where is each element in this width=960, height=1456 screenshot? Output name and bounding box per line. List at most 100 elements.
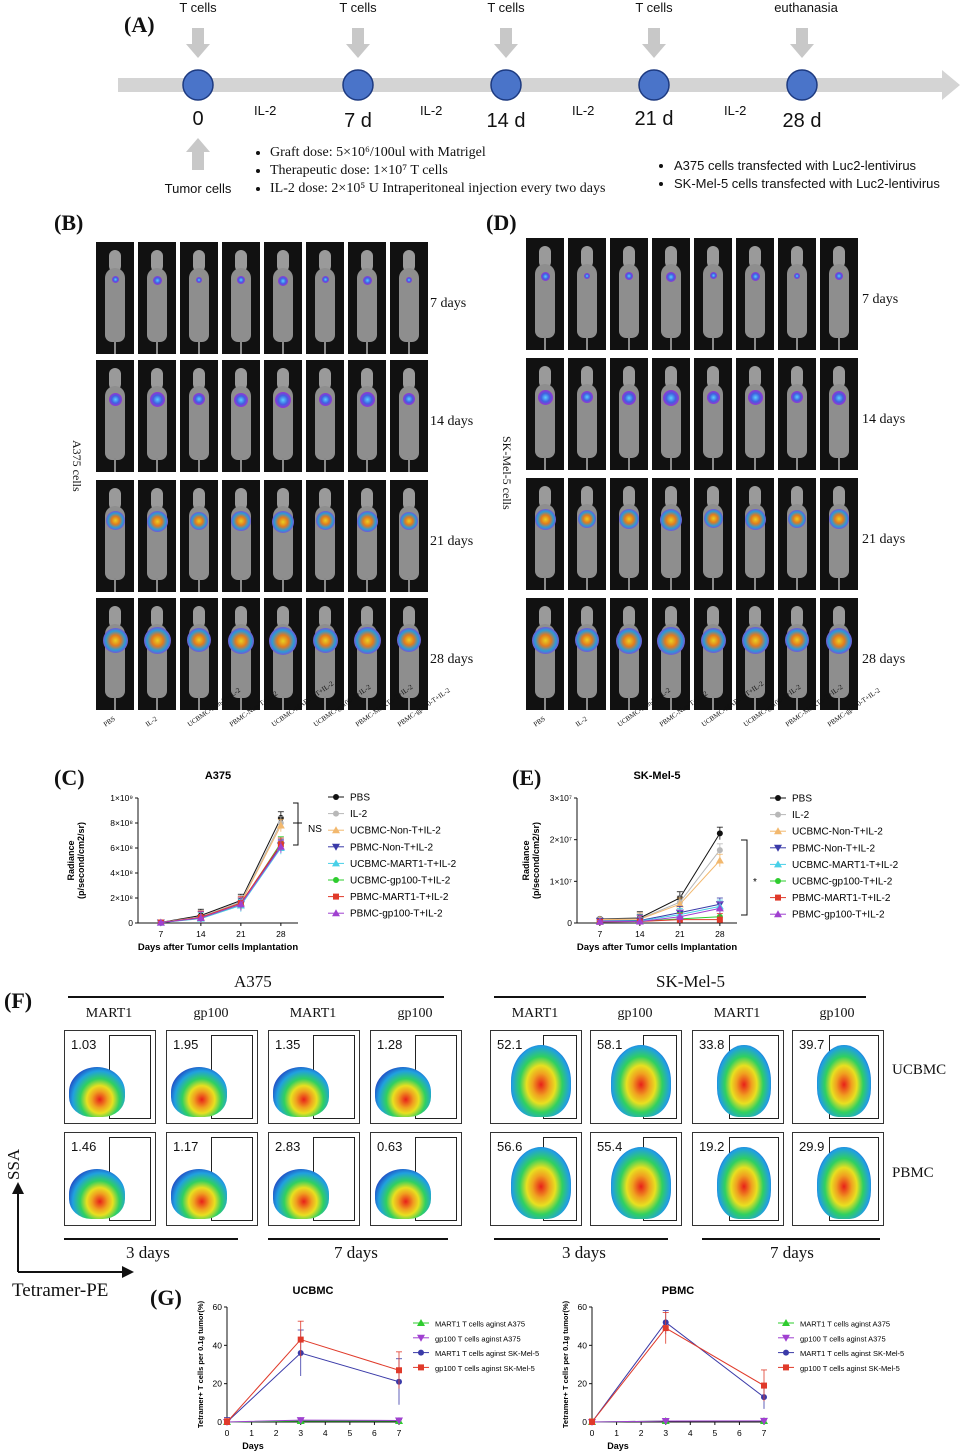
mouse-image [652, 358, 690, 470]
chart-pbmc-tetramer: PBMC 0 20 40 60 0 1 2 3 4 5 6 7 Days Tetramer+ T cells… [561, 1285, 904, 1451]
imaging-group-labels: PBS IL-2 UCBMC-Non-T+IL-2 PBMC-Non-T+IL-2 UC… [532, 680, 882, 752]
x-tick-label: 0 [590, 1428, 595, 1438]
mouse-image [180, 598, 218, 710]
y-tick-label: 40 [213, 1340, 223, 1350]
il2-label-3: IL-2 [572, 103, 595, 118]
skmel5-cells-label: SK-Mel-5 cells [500, 436, 514, 510]
data-point [662, 1325, 669, 1332]
flow-density-blob [611, 1147, 671, 1219]
x-tick-label: 2 [274, 1428, 279, 1438]
mouse-image [568, 238, 606, 350]
chart-title: A375 [205, 770, 231, 782]
imaging-row [96, 598, 428, 710]
mouse-image [306, 480, 344, 592]
flow-column-head: MART1 [289, 1006, 337, 1021]
mouse-image [694, 598, 732, 710]
flow-skmel5-underline [494, 996, 866, 998]
y-tick-label: 60 [578, 1302, 588, 1312]
series-line [599, 833, 721, 920]
data-point [276, 821, 285, 829]
data-point [595, 917, 604, 925]
mouse-image [96, 242, 134, 354]
y-axis-label: Radiance(p/second/cm2/sr) [66, 822, 86, 899]
data-point [332, 909, 340, 917]
panel-d-label: (D) [486, 210, 517, 235]
x-tick-label: 2 [639, 1428, 644, 1438]
imaging-day-label: 28 days [862, 652, 906, 667]
mouse-image [778, 358, 816, 470]
mouse-image [736, 358, 774, 470]
y-axis-label: Tetramer+ T cells per 0.1g tumor(%) [196, 1300, 205, 1428]
flow-percentage: 19.2 [699, 1139, 725, 1154]
imaging-row [96, 360, 428, 472]
legend-label: UCBMC-gp100-T+IL-2 [350, 876, 451, 887]
x-tick-label: 21 [675, 929, 685, 939]
legend-label: PBMC-gp100-T+IL-2 [350, 909, 443, 920]
data-point [716, 847, 723, 854]
flow-percentage: 58.1 [597, 1037, 623, 1052]
dose-bullets: Graft dose: 5×10⁶/100ul with Matrigel Th… [248, 144, 605, 198]
data-point [782, 1319, 790, 1326]
y-tick-label: 8×10⁸ [110, 818, 133, 828]
mouse-image [222, 598, 260, 710]
flow-bottom-line-3 [494, 1238, 668, 1240]
flow-bottom-line-2 [268, 1238, 448, 1240]
imaging-day-label: 21 days [430, 534, 474, 549]
imaging-group-labels: PBS IL-2 UCBMC-Non-T+IL-2 PBMC-Non-T+IL-2 UC… [102, 680, 452, 752]
mouse-image [390, 360, 428, 472]
y-axis-label: Radiance(p/second/cm2/sr) [521, 822, 541, 899]
data-point [196, 914, 205, 921]
flow-x-axis-label: Tetramer-PE [12, 1280, 109, 1301]
legend-label: PBMC-Non-T+IL-2 [792, 843, 876, 854]
y-tick-label: 0 [128, 918, 133, 928]
data-point [760, 1417, 768, 1425]
flow-column-head: gp100 [397, 1006, 433, 1021]
mouse-image [736, 238, 774, 350]
data-point [783, 1349, 789, 1356]
flow-row-label-ucbmc: UCBMC [892, 1062, 947, 1078]
mouse-image [180, 242, 218, 354]
x-axis-label: Days after Tumor cells Implantation [138, 942, 299, 953]
mouse-image [390, 480, 428, 592]
flow-a375-underline [68, 996, 444, 998]
legend-label: MART1 T cells aginst SK-Mel-5 [800, 1349, 904, 1358]
flow-bottom-label-4: 7 days [770, 1243, 814, 1262]
data-point [297, 1336, 304, 1343]
flow-column-head: MART1 [713, 1006, 761, 1021]
chart-title: PBMC [662, 1285, 694, 1297]
significance-label: * [753, 877, 757, 888]
mouse-image [526, 238, 564, 350]
legend-label: PBS [350, 793, 370, 804]
legend-label: UCBMC-Non-T+IL-2 [792, 827, 883, 838]
panel-f-label: (F) [4, 988, 33, 1013]
y-tick-label: 6×10⁸ [110, 843, 133, 853]
timeline-top-4: euthanasia [774, 0, 838, 15]
x-tick-label: 28 [715, 929, 725, 939]
timeline-day-1: 7 d [344, 110, 372, 132]
flow-bottom-label-1: 3 days [126, 1243, 170, 1262]
data-point [775, 894, 781, 901]
legend-label: IL-2 [350, 809, 368, 820]
data-point [675, 912, 684, 920]
x-tick-label: 7 [397, 1428, 402, 1438]
data-point [761, 1382, 767, 1389]
cell-bullets: A375 cells transfected with Luc2-lentivi… [652, 157, 940, 193]
mouse-image [820, 358, 858, 470]
legend-label: gp100 T cells aginst SK-Mel-5 [800, 1364, 900, 1373]
flow-percentage: 33.8 [699, 1037, 725, 1052]
mouse-image [568, 478, 606, 590]
data-point [774, 860, 782, 868]
y-tick-label: 0 [567, 918, 572, 928]
data-point [589, 1419, 595, 1425]
timeline-day-0: 0 [192, 108, 204, 130]
flow-bottom-line-4 [702, 1238, 880, 1240]
flow-y-axis-label: SSA [4, 1148, 23, 1180]
flow-row-label-pbmc: PBMC [892, 1165, 934, 1181]
y-tick-label: 2×10⁸ [110, 893, 133, 903]
y-tick-label: 0 [582, 1417, 587, 1427]
flow-column-head: MART1 [85, 1006, 133, 1021]
data-point [418, 1364, 424, 1371]
imaging-row [526, 598, 858, 710]
data-point [661, 1418, 670, 1426]
chart-a375-radiance: A375 0 2×10⁸ 4×10⁸ 6×10⁸ 8×10⁸ 1×10⁹ 7 14 21 28 Day… [66, 770, 457, 953]
